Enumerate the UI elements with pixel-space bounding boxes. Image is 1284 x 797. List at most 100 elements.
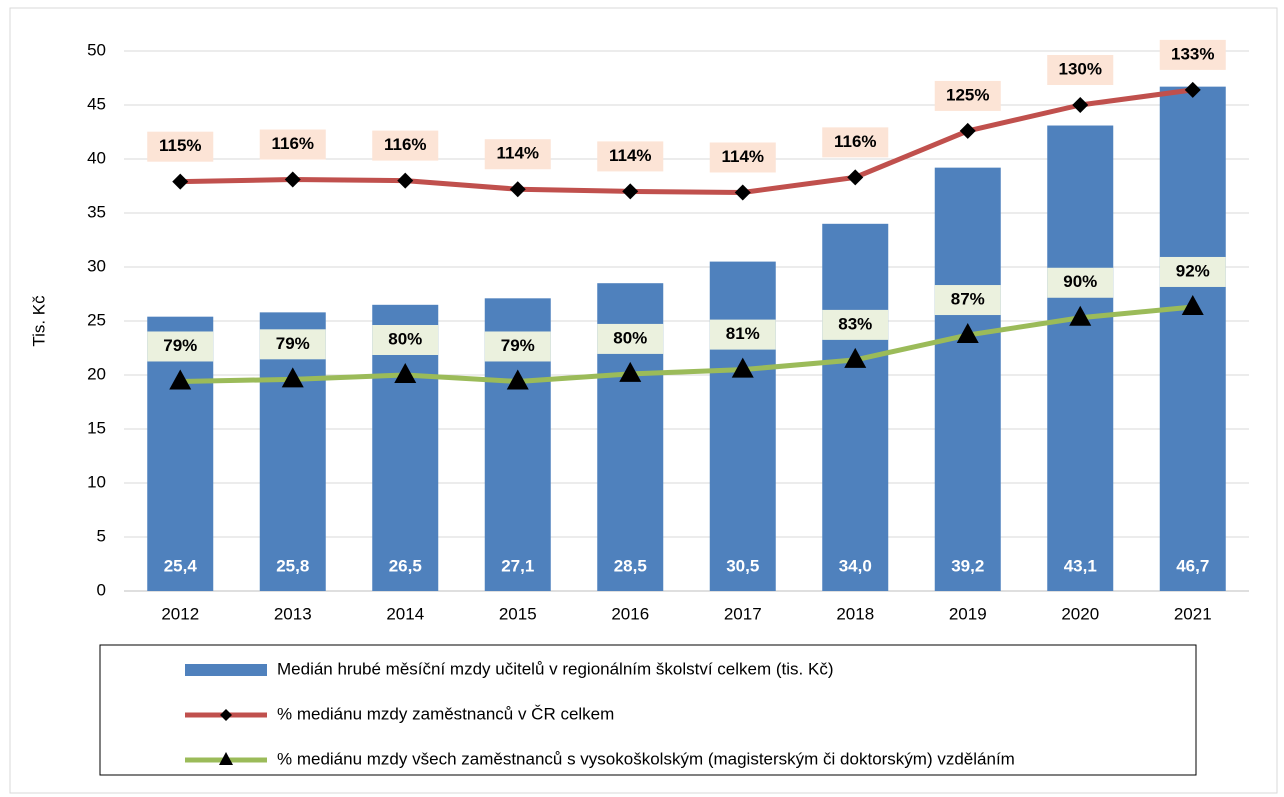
point-label: 83% — [838, 314, 872, 333]
bar-value-label: 30,5 — [726, 556, 759, 575]
x-tick-label: 2014 — [386, 604, 424, 623]
line-marker — [506, 369, 529, 390]
point-label-bg — [372, 130, 439, 161]
point-label-bg — [1047, 267, 1114, 298]
x-tick-label: 2015 — [499, 604, 537, 623]
point-label-bg — [709, 142, 776, 173]
point-label-bg — [822, 309, 889, 340]
y-tick-label: 15 — [87, 418, 106, 437]
line-marker — [169, 369, 192, 390]
x-tick-label: 2021 — [1174, 604, 1212, 623]
line-marker — [734, 184, 751, 201]
point-label: 115% — [159, 136, 202, 155]
point-label: 87% — [951, 290, 985, 309]
bar-value-label: 43,1 — [1064, 556, 1097, 575]
y-tick-label: 20 — [87, 364, 106, 383]
legend-label: Medián hrubé měsíční mzdy učitelů v regi… — [277, 659, 833, 678]
y-tick-label: 50 — [87, 40, 106, 59]
bar-value-label: 25,4 — [164, 556, 198, 575]
bar-value-label: 46,7 — [1176, 556, 1209, 575]
point-label: 116% — [384, 135, 427, 154]
bar — [147, 316, 214, 591]
point-label-bg — [1159, 39, 1226, 70]
bar-value-label: 34,0 — [839, 556, 872, 575]
x-tick-label: 2020 — [1061, 604, 1099, 623]
point-label: 116% — [834, 132, 877, 151]
point-label: 125% — [946, 85, 989, 104]
point-label: 79% — [501, 336, 535, 355]
point-label: 133% — [1171, 44, 1214, 63]
bar-value-label: 28,5 — [614, 556, 647, 575]
point-label-bg — [822, 127, 889, 158]
line-marker — [956, 323, 979, 344]
bar-value-label: 25,8 — [276, 556, 309, 575]
chart-frame — [9, 7, 1278, 794]
line-marker — [509, 181, 526, 198]
point-label: 81% — [726, 324, 760, 343]
bar — [934, 167, 1001, 591]
bar — [1159, 86, 1226, 591]
point-label: 114% — [721, 147, 764, 166]
point-label: 79% — [276, 334, 310, 353]
bar — [709, 261, 776, 591]
point-label-bg — [597, 323, 664, 354]
bar-value-label: 26,5 — [389, 556, 422, 575]
legend-label: % mediánu mzdy zaměstnanců v ČR celkem — [277, 704, 614, 723]
point-label-bg — [372, 325, 439, 355]
y-tick-label: 30 — [87, 256, 106, 275]
point-label-bg — [484, 331, 551, 362]
point-label-bg — [709, 319, 776, 350]
x-tick-label: 2017 — [724, 604, 762, 623]
bar-value-label: 27,1 — [501, 556, 534, 575]
point-label-bg — [934, 285, 1001, 316]
point-label: 80% — [613, 328, 647, 347]
x-tick-label: 2012 — [161, 604, 199, 623]
line-marker — [847, 169, 864, 186]
legend-marker — [220, 709, 232, 721]
y-axis-label: Tis. Kč — [29, 295, 48, 347]
bar — [1047, 125, 1114, 592]
point-label-bg — [597, 141, 664, 172]
line-marker — [622, 183, 639, 200]
line-marker — [1069, 305, 1092, 326]
line-marker — [281, 367, 304, 388]
line-marker — [394, 363, 417, 383]
point-label: 79% — [163, 336, 197, 355]
point-label-bg — [1047, 55, 1114, 85]
point-label: 116% — [271, 134, 314, 153]
point-label-bg — [259, 129, 326, 160]
legend-marker — [219, 752, 233, 765]
legend-swatch — [185, 664, 267, 676]
x-tick-label: 2016 — [611, 604, 649, 623]
y-tick-label: 5 — [97, 526, 106, 545]
y-tick-label: 25 — [87, 310, 106, 329]
point-label: 92% — [1176, 261, 1210, 280]
point-label-bg — [934, 80, 1001, 111]
line-marker — [172, 173, 189, 190]
point-label-bg — [259, 329, 326, 360]
point-label: 130% — [1059, 59, 1102, 78]
point-label: 80% — [388, 329, 422, 348]
point-label: 90% — [1063, 272, 1097, 291]
y-tick-label: 40 — [87, 148, 106, 167]
line — [180, 304, 1193, 384]
line-marker — [1181, 294, 1204, 315]
line — [180, 87, 1194, 195]
line-marker — [619, 361, 642, 382]
x-tick-label: 2013 — [274, 604, 312, 623]
line-marker — [731, 357, 754, 378]
point-label: 114% — [496, 144, 539, 163]
y-tick-label: 10 — [87, 472, 106, 491]
line-marker — [844, 347, 867, 368]
point-label-bg — [1159, 256, 1226, 287]
point-label-bg — [484, 139, 551, 170]
bar-value-label: 39,2 — [951, 556, 984, 575]
x-tick-label: 2019 — [949, 604, 987, 623]
bar — [822, 223, 889, 592]
y-tick-label: 0 — [97, 580, 106, 599]
legend-label: % mediánu mzdy všech zaměstnanců s vysok… — [277, 749, 1015, 768]
x-tick-label: 2018 — [836, 604, 874, 623]
point-label-bg — [147, 331, 214, 362]
